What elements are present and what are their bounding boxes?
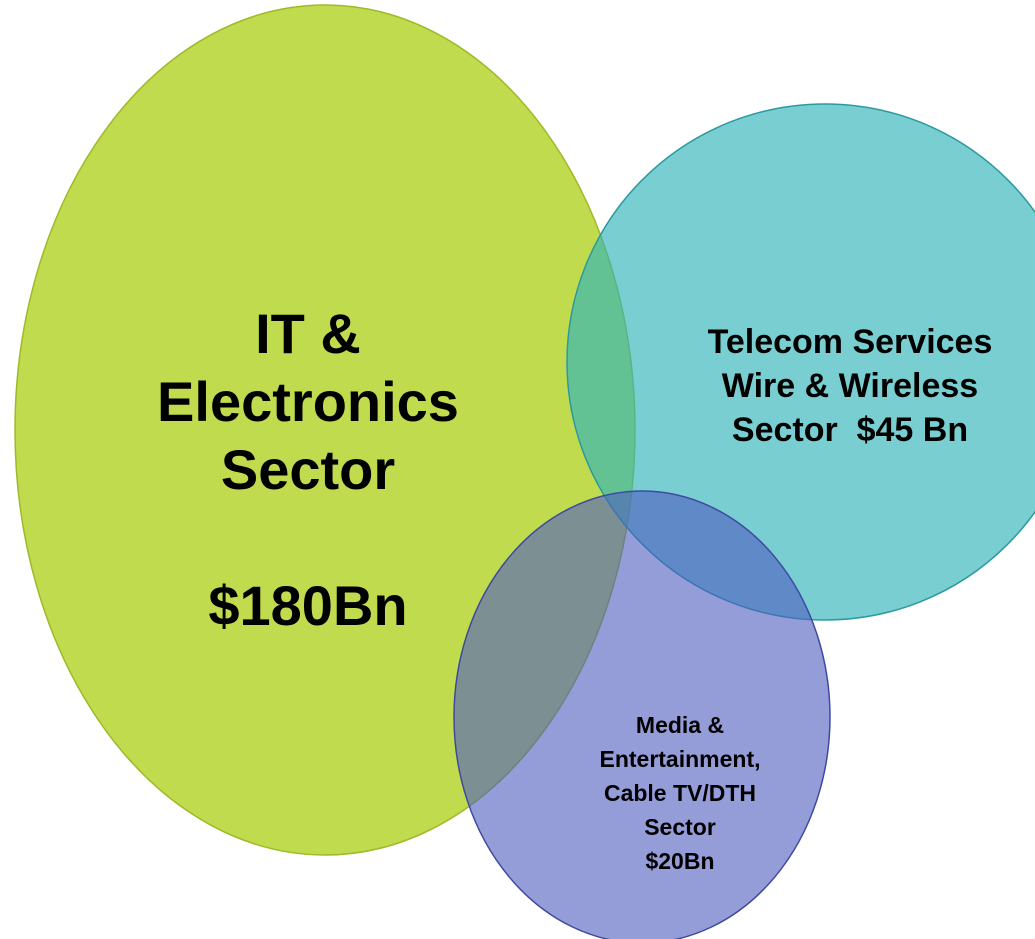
media-ellipse bbox=[453, 490, 831, 939]
media-label: Media & Entertainment, Cable TV/DTH Sect… bbox=[555, 708, 805, 878]
media-line-2: Entertainment, bbox=[599, 746, 761, 772]
it-line-3: Sector bbox=[220, 438, 396, 501]
it-line-spacer bbox=[108, 504, 508, 572]
it-electronics-label: IT & Electronics Sector $180Bn bbox=[108, 300, 508, 640]
it-value: $180Bn bbox=[208, 574, 408, 637]
media-line-3: Cable TV/DTH bbox=[603, 780, 757, 806]
telecom-label: Telecom Services Wire & Wireless Sector … bbox=[660, 320, 1035, 452]
media-line-1: Media & bbox=[635, 712, 725, 738]
media-value: $20Bn bbox=[645, 848, 715, 874]
telecom-line-1: Telecom Services bbox=[707, 323, 993, 361]
it-line-1: IT & bbox=[255, 302, 361, 365]
telecom-line-2: Wire & Wireless bbox=[721, 367, 979, 405]
telecom-ellipse bbox=[566, 103, 1035, 621]
it-line-2: Electronics bbox=[157, 370, 459, 433]
media-line-4: Sector bbox=[644, 814, 716, 840]
telecom-line-3: Sector $45 Bn bbox=[731, 411, 969, 449]
